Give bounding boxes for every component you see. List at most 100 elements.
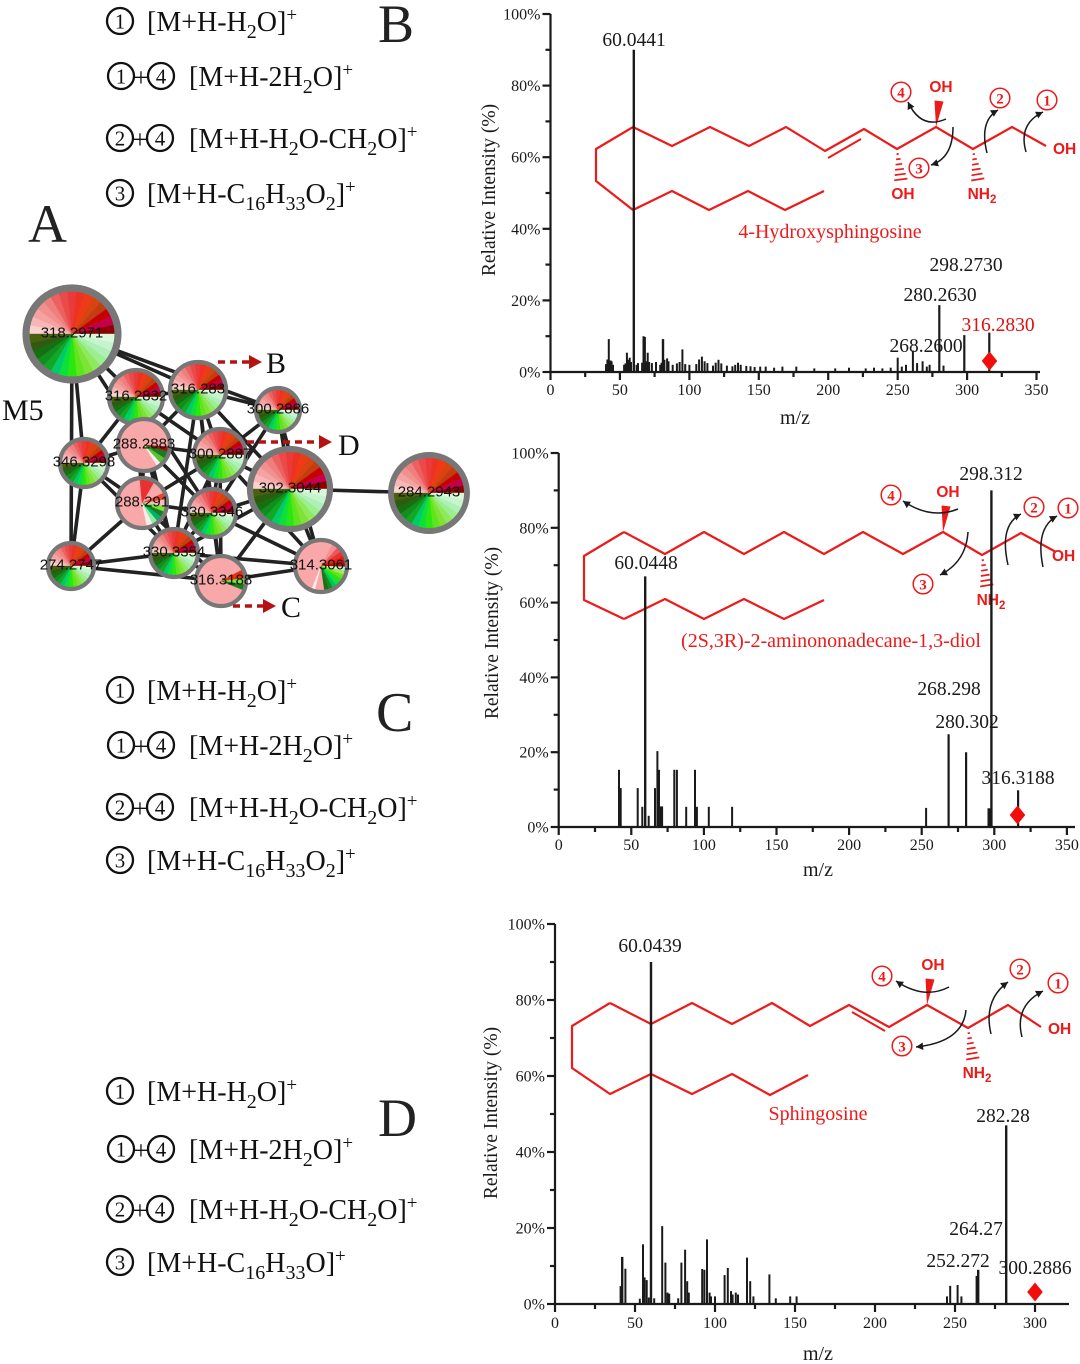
svg-text:1: 1 (1043, 94, 1051, 110)
svg-text:60.0441: 60.0441 (602, 30, 665, 51)
svg-text:280.2630: 280.2630 (903, 285, 976, 306)
svg-text:M5: M5 (2, 394, 44, 427)
svg-text:314.3061: 314.3061 (290, 557, 353, 574)
svg-text:268.298: 268.298 (917, 679, 980, 700)
svg-text:80%: 80% (511, 78, 540, 95)
svg-text:2: 2 (115, 1198, 126, 1222)
svg-text:D: D (338, 429, 360, 462)
svg-text:OH: OH (1052, 548, 1075, 565)
svg-text:0: 0 (555, 837, 563, 854)
svg-text:330.3354: 330.3354 (143, 544, 206, 561)
svg-text:60%: 60% (519, 595, 548, 612)
svg-text:Relative Intensity (%): Relative Intensity (%) (481, 1027, 502, 1199)
svg-text:50: 50 (612, 382, 628, 399)
svg-text:3: 3 (915, 162, 923, 178)
svg-text:Relative Intensity (%): Relative Intensity (%) (482, 547, 503, 719)
svg-text:+: + (134, 63, 149, 92)
svg-text:316.2830: 316.2830 (961, 315, 1034, 336)
svg-text:1: 1 (116, 65, 127, 89)
svg-text:0: 0 (547, 382, 555, 399)
svg-text:346.3298: 346.3298 (53, 454, 116, 471)
svg-text:300.2886: 300.2886 (998, 1258, 1071, 1279)
svg-text:252.272: 252.272 (926, 1251, 989, 1272)
svg-text:[M+H-H2O-CH2O]+: [M+H-H2O-CH2O]+ (189, 122, 418, 160)
svg-text:+: + (133, 125, 148, 154)
svg-text:1: 1 (1054, 977, 1062, 993)
svg-text:316.2832: 316.2832 (105, 388, 168, 405)
svg-text:288.291: 288.291 (115, 494, 169, 511)
svg-text:300: 300 (1023, 1315, 1047, 1332)
svg-text:100: 100 (703, 1315, 727, 1332)
svg-text:m/z: m/z (780, 407, 810, 429)
svg-text:Relative Intensity (%): Relative Intensity (%) (479, 104, 500, 276)
svg-text:200: 200 (837, 837, 861, 854)
svg-text:60.0439: 60.0439 (618, 936, 681, 957)
svg-text:80%: 80% (519, 520, 548, 537)
svg-text:[M+H-H2O]+: [M+H-H2O]+ (147, 674, 297, 712)
svg-text:300: 300 (982, 837, 1006, 854)
svg-text:0: 0 (551, 1315, 559, 1332)
svg-text:330.3346: 330.3346 (181, 504, 244, 521)
svg-text:1: 1 (1064, 502, 1072, 518)
svg-text:A: A (28, 194, 67, 254)
svg-text:4: 4 (156, 1138, 167, 1162)
svg-text:2: 2 (115, 796, 126, 820)
svg-text:[M+H-H2O]+: [M+H-H2O]+ (147, 1075, 297, 1113)
svg-text:3: 3 (919, 578, 927, 594)
svg-text:3: 3 (115, 1251, 126, 1275)
svg-text:264.27: 264.27 (949, 1219, 1003, 1240)
svg-text:+: + (133, 794, 148, 823)
svg-text:316.283: 316.283 (171, 381, 225, 398)
svg-text:350: 350 (1055, 837, 1079, 854)
svg-text:+: + (134, 1136, 149, 1165)
svg-text:288.2883: 288.2883 (113, 436, 176, 453)
svg-text:OH: OH (1053, 141, 1076, 158)
svg-text:20%: 20% (516, 1221, 545, 1238)
svg-text:Sphingosine: Sphingosine (769, 1103, 868, 1125)
svg-text:60%: 60% (511, 150, 540, 167)
svg-text:2: 2 (996, 92, 1004, 108)
svg-text:[M+H-C16H33O2]+: [M+H-C16H33O2]+ (147, 844, 356, 882)
svg-text:316.3188: 316.3188 (190, 572, 253, 589)
svg-text:50: 50 (627, 1315, 643, 1332)
svg-text:[M+H-H2O-CH2O]+: [M+H-H2O-CH2O]+ (189, 1193, 418, 1231)
svg-text:300.2886: 300.2886 (247, 401, 310, 418)
svg-text:300.2887: 300.2887 (189, 446, 252, 463)
svg-text:NH2: NH2 (963, 1065, 992, 1085)
svg-text:m/z: m/z (803, 1343, 833, 1364)
svg-text:+: + (134, 732, 149, 761)
svg-text:2: 2 (1016, 963, 1024, 979)
svg-text:OH: OH (936, 484, 959, 501)
svg-text:[M+H-C16H33O]+: [M+H-C16H33O]+ (147, 1246, 346, 1284)
svg-text:200: 200 (863, 1315, 887, 1332)
svg-text:3: 3 (115, 182, 126, 206)
svg-text:[M+H-2H2O]+: [M+H-2H2O]+ (189, 60, 353, 98)
svg-text:OH: OH (1048, 1021, 1071, 1038)
svg-text:[M+H-2H2O]+: [M+H-2H2O]+ (189, 1133, 353, 1171)
svg-text:OH: OH (921, 957, 944, 974)
svg-text:4-Hydroxysphingosine: 4-Hydroxysphingosine (738, 221, 921, 243)
svg-text:316.3188: 316.3188 (981, 768, 1054, 789)
svg-text:3: 3 (898, 1040, 906, 1056)
svg-text:40%: 40% (511, 221, 540, 238)
svg-text:150: 150 (747, 382, 771, 399)
svg-text:50: 50 (623, 837, 639, 854)
svg-text:1: 1 (115, 10, 126, 34)
svg-text:2: 2 (115, 127, 126, 151)
svg-text:100%: 100% (511, 446, 548, 463)
svg-text:200: 200 (816, 382, 840, 399)
svg-text:OH: OH (891, 186, 914, 203)
svg-text:+: + (133, 1196, 148, 1225)
svg-text:250: 250 (886, 382, 910, 399)
svg-text:2: 2 (1030, 501, 1038, 517)
svg-text:282.28: 282.28 (976, 1106, 1030, 1127)
svg-text:4: 4 (155, 796, 166, 820)
svg-text:B: B (266, 347, 286, 380)
svg-text:274.2747: 274.2747 (40, 557, 103, 574)
svg-text:4: 4 (156, 734, 167, 758)
svg-text:1: 1 (115, 1080, 126, 1104)
svg-text:280.302: 280.302 (935, 712, 998, 733)
svg-text:60.0448: 60.0448 (614, 553, 677, 574)
svg-text:1: 1 (115, 679, 126, 703)
svg-text:284.2943: 284.2943 (398, 484, 461, 501)
